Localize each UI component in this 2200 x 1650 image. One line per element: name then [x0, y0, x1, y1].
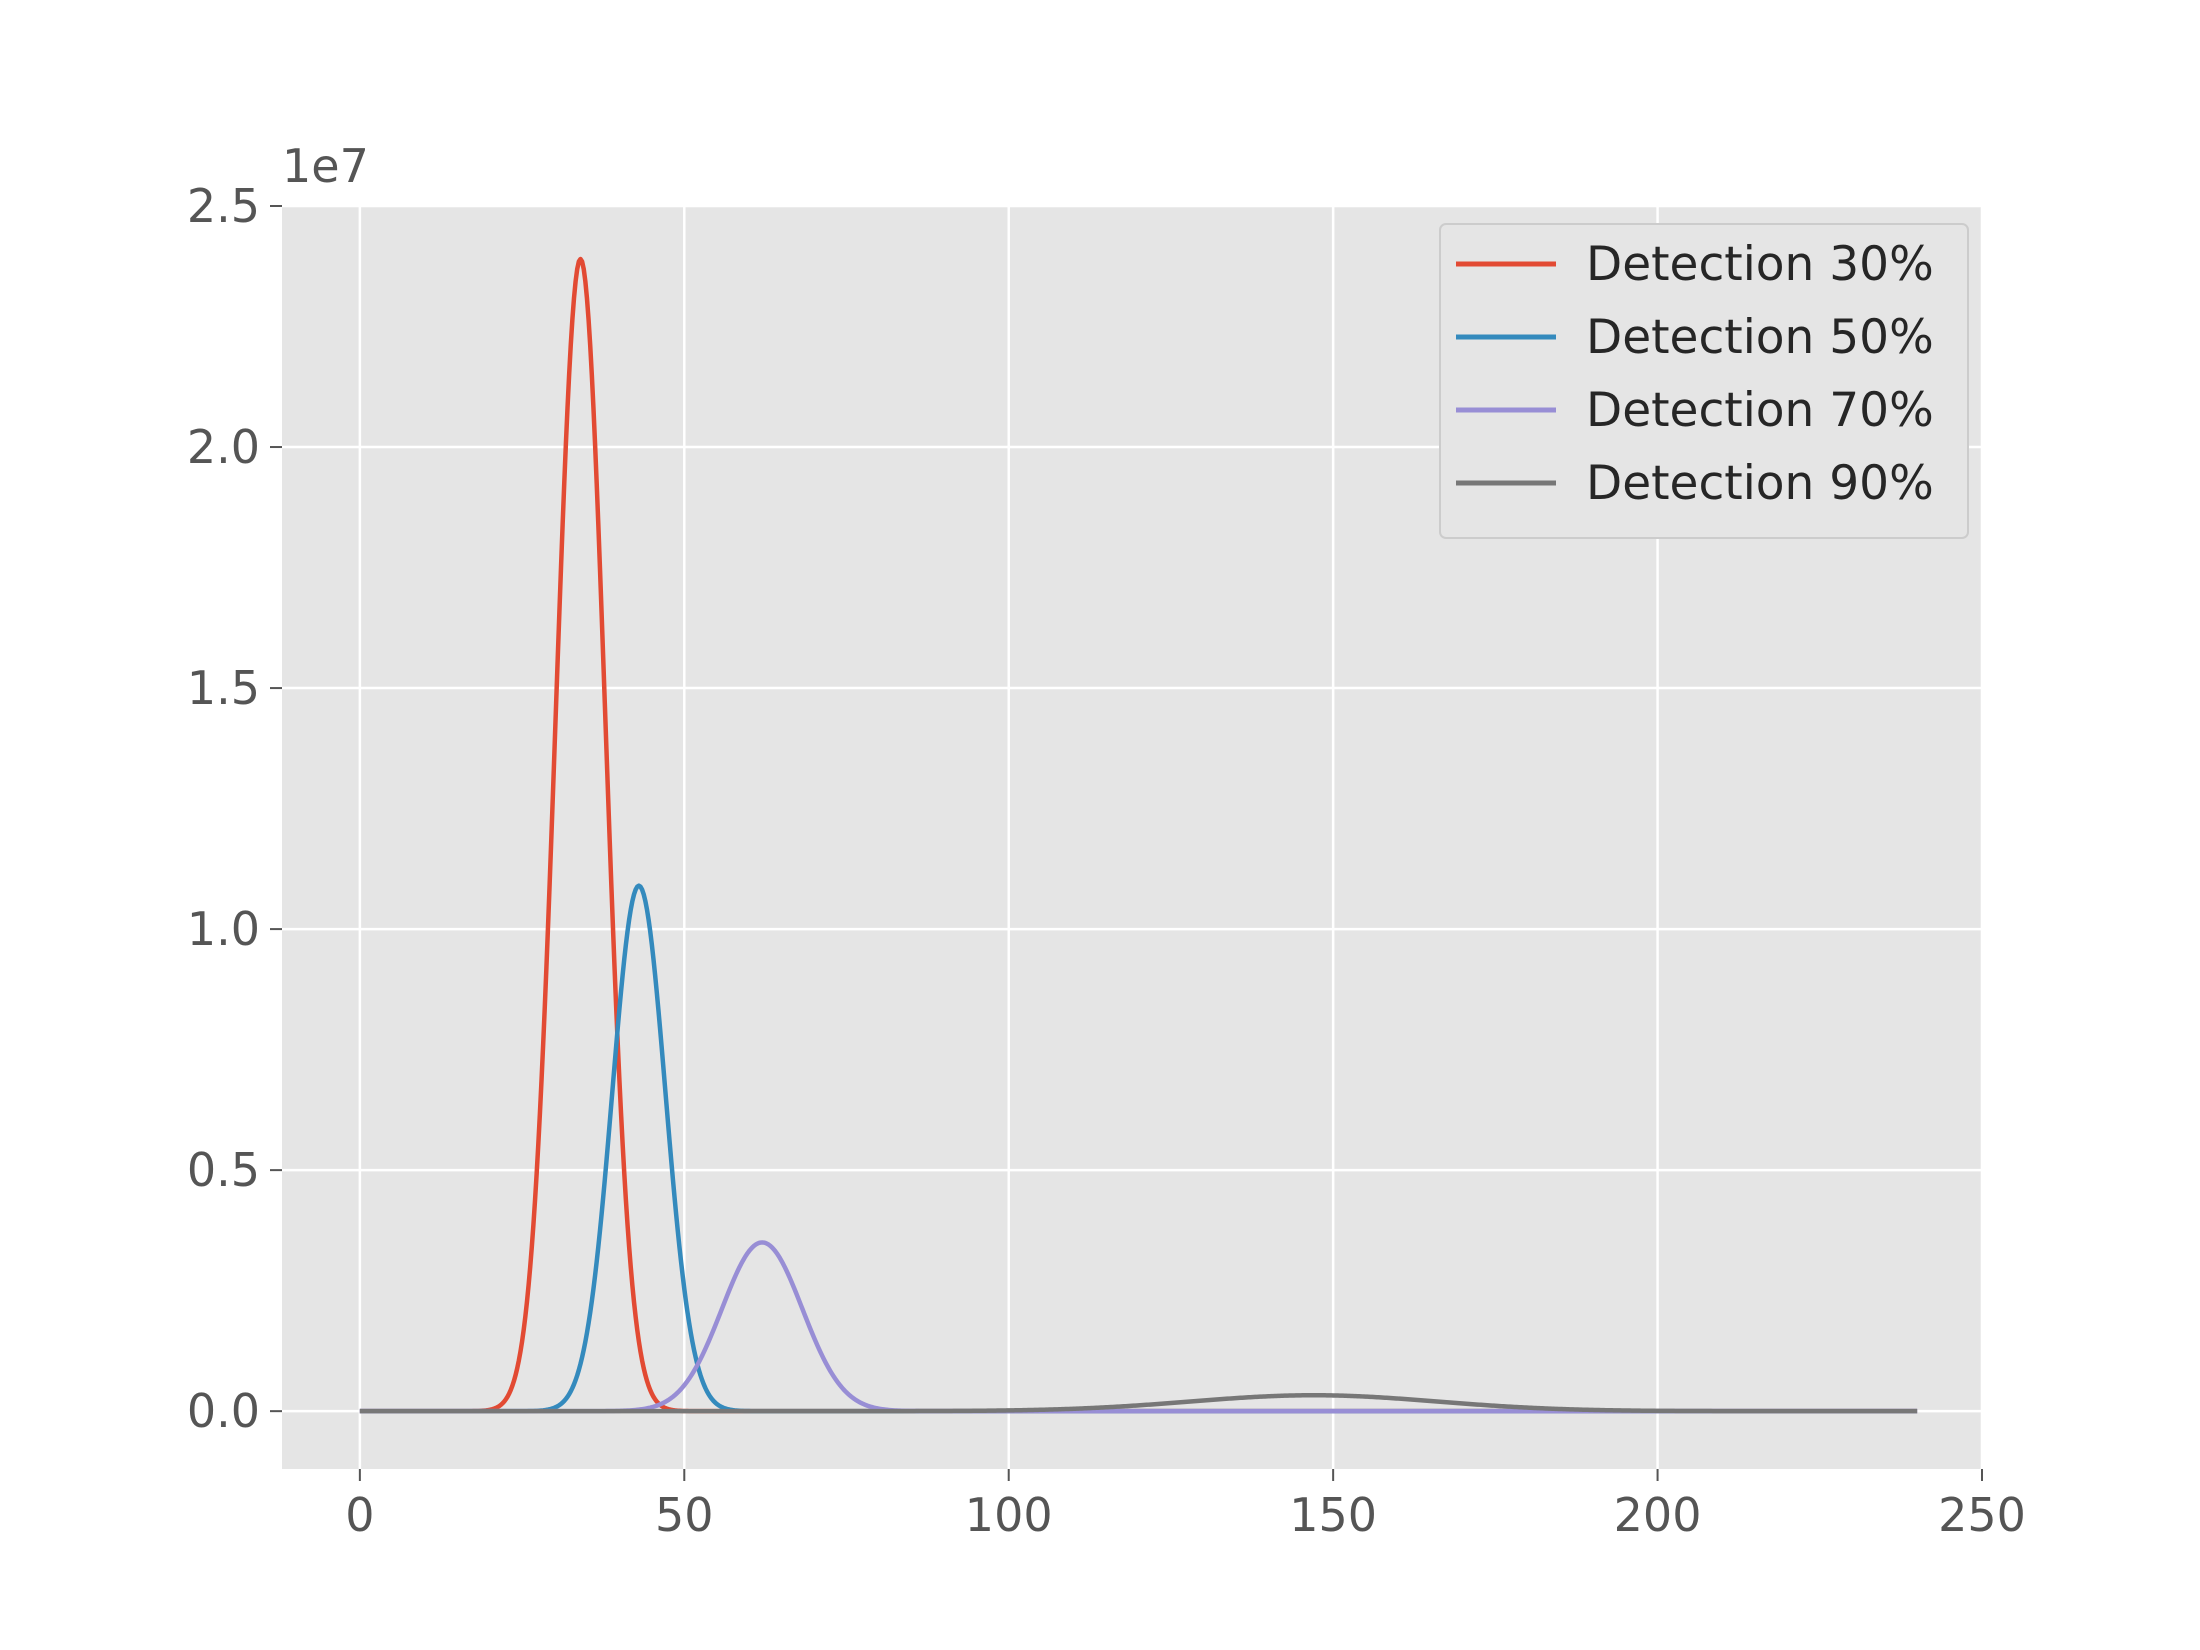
legend-label: Detection 30%	[1586, 237, 1934, 292]
y-offset-label: 1e7	[282, 139, 369, 193]
x-tick-label: 250	[1938, 1488, 2026, 1542]
x-tick-label: 0	[345, 1488, 374, 1542]
x-tick-label: 100	[965, 1488, 1053, 1542]
x-tick-label: 200	[1614, 1488, 1702, 1542]
series-layer	[359, 256, 1918, 1414]
y-tick-label: 2.5	[187, 179, 260, 233]
x-tick-label: 150	[1289, 1488, 1377, 1542]
legend-label: Detection 70%	[1586, 383, 1934, 438]
legend-label: Detection 90%	[1586, 456, 1934, 511]
y-tick-label: 1.0	[187, 902, 260, 956]
x-tick-label: 50	[655, 1488, 714, 1542]
axis-ticks: 0 50 100 150 200 250 0.0 0.5 1.0 1.5 2.0 2.5	[187, 179, 2026, 1542]
y-tick-label: 1.5	[187, 661, 260, 715]
y-tick-label: 0.5	[187, 1143, 260, 1197]
legend-frame	[1439, 223, 1969, 539]
y-tick-label: 2.0	[187, 420, 260, 474]
legend: Detection 30% Detection 50% Detection 70% D…	[1439, 223, 1969, 539]
legend-label: Detection 50%	[1586, 310, 1934, 365]
y-tick-label: 0.0	[187, 1384, 260, 1438]
series-line-4	[359, 1392, 1918, 1414]
